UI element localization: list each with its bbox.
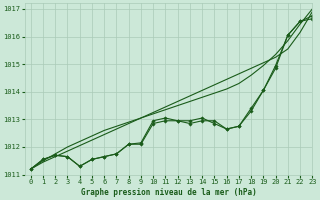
X-axis label: Graphe pression niveau de la mer (hPa): Graphe pression niveau de la mer (hPa) <box>81 188 256 197</box>
